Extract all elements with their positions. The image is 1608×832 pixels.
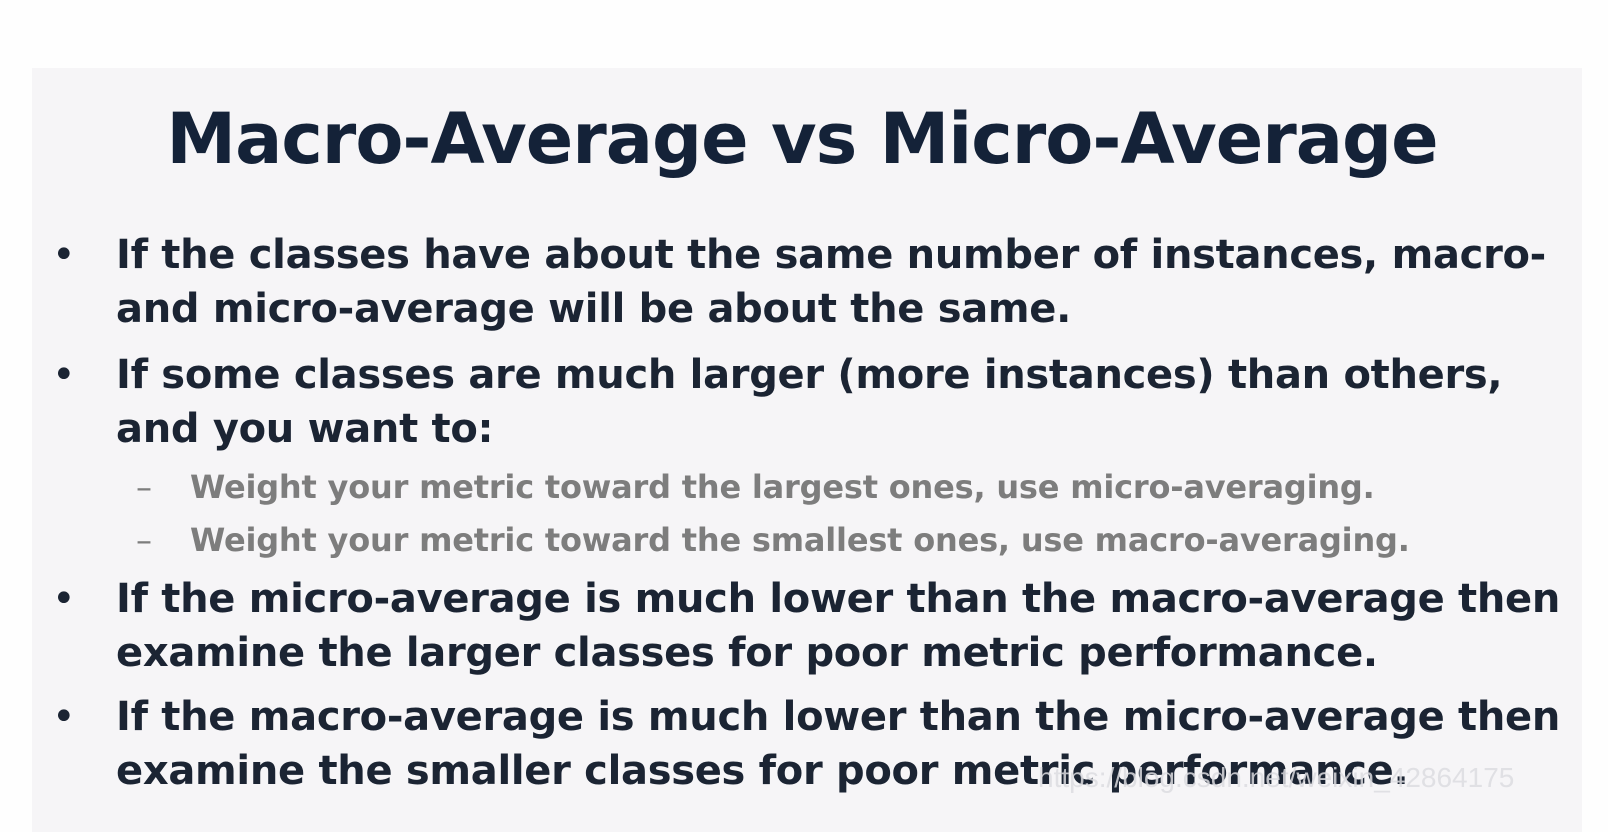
watermark-text: https://blog.csdn.net/weixin_42864175 [1038, 762, 1515, 793]
dash-icon: – [136, 468, 152, 506]
bullet-text: If some classes are much larger (more in… [116, 348, 1503, 456]
bullet-line: If some classes are much larger (more in… [116, 352, 1503, 398]
bullet-line: If the classes have about the same numbe… [116, 232, 1546, 278]
bullet-line: and micro-average will be about the same… [116, 286, 1072, 332]
sub-item-text: Weight your metric toward the largest on… [190, 468, 1375, 506]
bullet-icon: • [52, 694, 76, 740]
bullet-text: If the classes have about the same numbe… [116, 228, 1546, 336]
bullet-line: If the macro-average is much lower than … [116, 694, 1561, 740]
bullet-line: examine the smaller classes for poor met… [116, 748, 1409, 794]
bullet-icon: • [52, 352, 76, 398]
bullet-line: examine the larger classes for poor metr… [116, 630, 1378, 676]
bullet-text: If the micro-average is much lower than … [116, 572, 1560, 680]
slide-title: Macro-Average vs Micro-Average [166, 98, 1438, 180]
bullet-icon: • [52, 576, 76, 622]
sub-item-text: Weight your metric toward the smallest o… [190, 521, 1410, 559]
bullet-line: If the micro-average is much lower than … [116, 576, 1561, 622]
slide: Macro-Average vs Micro-Average • If the … [32, 68, 1582, 832]
dash-icon: – [136, 521, 152, 559]
bullet-text: If the macro-average is much lower than … [116, 690, 1560, 798]
bullet-line: and you want to: [116, 406, 494, 452]
bullet-icon: • [52, 232, 76, 278]
